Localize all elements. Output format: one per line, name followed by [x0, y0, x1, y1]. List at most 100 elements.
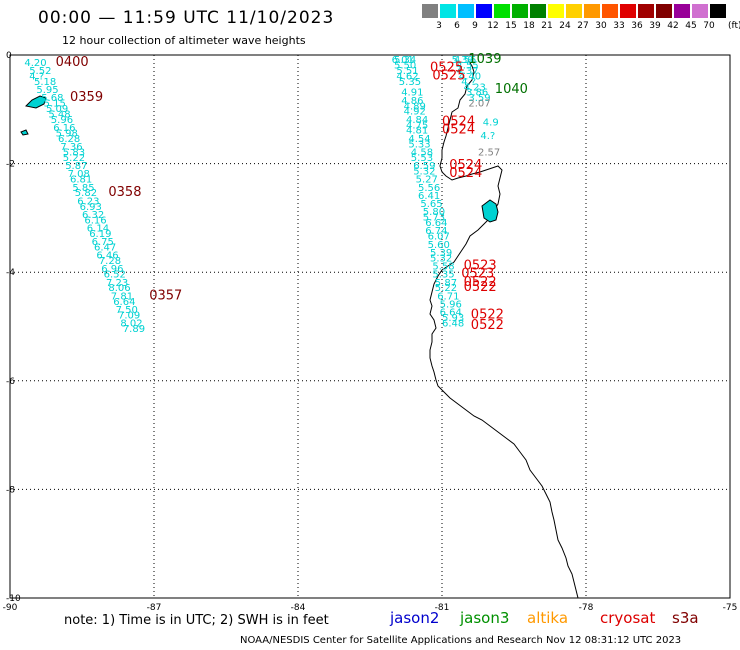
legend-label: 33 [613, 21, 625, 31]
legend-swatch [602, 4, 618, 18]
y-tick-label: -8 [6, 485, 15, 495]
legend-label: 45 [685, 21, 697, 31]
swh-value: 6.16 [53, 123, 75, 134]
gulf-island [481, 199, 499, 223]
swh-value: 4.75 [406, 120, 428, 131]
swh-value: 4.58 [411, 147, 433, 158]
pass-time-label: 0522 [464, 280, 497, 295]
swh-value: 4.56 [454, 55, 476, 66]
swh-value: 4.92 [404, 107, 426, 118]
pass-time-label: 0523 [461, 267, 494, 282]
swh-value: 4.? [461, 77, 476, 88]
x-tick-label: -87 [147, 603, 162, 613]
swh-value: 6.96 [101, 264, 123, 275]
swh-value: 5.22 [63, 153, 85, 164]
swh-value: 5.51 [396, 66, 418, 77]
y-tick-label: 0 [6, 51, 12, 61]
galapagos-island-a [24, 95, 47, 109]
swh-value: 5.35 [432, 270, 454, 281]
pass-time-label: 0524 [442, 123, 475, 138]
swh-value: 7.23 [106, 278, 128, 289]
swh-value: 5.39 [452, 55, 474, 66]
pass-time-label: 0522 [471, 307, 504, 322]
x-tick-label: -84 [291, 603, 306, 613]
legend-swatch [458, 4, 474, 18]
swh-value: 4.84 [406, 115, 428, 126]
swh-value: 5.65 [420, 199, 442, 210]
swh-value: 5.22 [435, 283, 457, 294]
pass-time-label: 0359 [70, 90, 103, 105]
swh-value: 7.81 [111, 291, 133, 302]
legend-label: 27 [577, 21, 589, 31]
swh-value: 6.71 [437, 291, 459, 302]
pass-time-label: 1040 [495, 82, 528, 97]
swh-value: 3.86 [466, 88, 488, 99]
footer-credit: NOAA/NESDIS Center for Satellite Applica… [240, 635, 682, 646]
legend-swatch [512, 4, 528, 18]
swh-value: 7.08 [68, 169, 90, 180]
y-tick-label: -4 [6, 268, 15, 278]
swh-value: 6.01 [392, 55, 414, 66]
swh-value: 5.39 [430, 248, 452, 259]
legend-label: 42 [667, 21, 679, 31]
swh-value: 5.52 [29, 66, 51, 77]
legend-label: 6 [454, 21, 460, 31]
legend-unit: (ft) [728, 21, 740, 31]
footer-note: note: 1) Time is in UTC; 2) SWH is in fe… [64, 613, 329, 628]
swh-value: 6.48 [442, 319, 464, 330]
swh-value: 4.? [480, 131, 495, 142]
swh-value: 5.56 [418, 183, 440, 194]
swh-value: 5.58 [432, 261, 454, 272]
swh-value: 8.02 [120, 319, 142, 330]
swh-value: 7.09 [118, 310, 140, 321]
legend-swatch [440, 4, 456, 18]
legend-swatch [692, 4, 708, 18]
swh-value: 7.28 [99, 256, 121, 267]
swh-value: 7.36 [60, 142, 82, 153]
coastline [20, 59, 579, 599]
swh-value: 4.81 [406, 126, 428, 137]
swh-value: 5.15 [44, 99, 66, 110]
pass-time-label: 0522 [471, 318, 504, 333]
legend-swatch [494, 4, 510, 18]
swh-value: 5.96 [51, 115, 73, 126]
swh-value: 6.81 [70, 175, 92, 186]
swh-value: 5.32 [430, 253, 452, 264]
legend-label: 3 [436, 21, 442, 31]
map-grid [10, 55, 730, 598]
swh-value: 6.14 [87, 223, 109, 234]
swh-value: 6.32 [82, 210, 104, 221]
swh-value: 5.68 [41, 93, 63, 104]
legend-swatch [476, 4, 492, 18]
pass-time-label: 0524 [449, 158, 482, 173]
legend-swatch [584, 4, 600, 18]
legend-swatch [710, 4, 726, 18]
swh-value: 6.16 [84, 215, 106, 226]
legend-swatch [422, 4, 438, 18]
swh-value: 4.20 [24, 58, 46, 69]
pass-time-label: 0358 [108, 185, 141, 200]
swh-value: 2.07 [468, 99, 490, 110]
swh-value: 6.74 [425, 226, 447, 237]
swh-value: 4.55 [456, 61, 478, 72]
legend-label: 30 [595, 21, 607, 31]
pass-time-label: 0525 [432, 68, 465, 83]
swh-value: 5.95 [36, 85, 58, 96]
swh-value: 5.35 [399, 77, 421, 88]
map-title: 00:00 — 11:59 UTC 11/10/2023 [38, 8, 335, 28]
legend-label: 24 [559, 21, 571, 31]
swh-values: 4.205.524.?5.185.955.685.155.095.485.966… [24, 55, 500, 335]
legend-cryosat: cryosat [600, 609, 656, 627]
swh-value: 5.34 [394, 55, 416, 66]
swh-value: 5.33 [408, 139, 430, 150]
pass-time-label: 0524 [449, 166, 482, 181]
legend-label: 39 [649, 21, 661, 31]
swh-value: 6.07 [428, 232, 450, 243]
swh-value: 4.54 [408, 134, 430, 145]
legend-label: 15 [505, 21, 517, 31]
swh-value: 6.28 [58, 134, 80, 145]
legend-swatch [674, 4, 690, 18]
pass-time-label: 0523 [464, 258, 497, 273]
swh-value: 5.85 [72, 183, 94, 194]
